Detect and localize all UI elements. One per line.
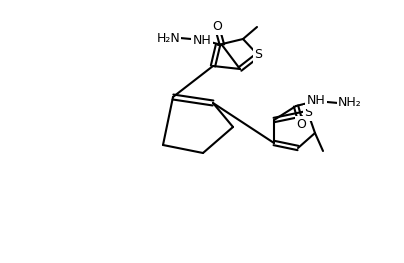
Text: NH: NH bbox=[193, 33, 211, 47]
Text: NH: NH bbox=[307, 94, 325, 108]
Text: H₂N: H₂N bbox=[156, 32, 180, 44]
Text: O: O bbox=[296, 118, 306, 130]
Text: NH₂: NH₂ bbox=[338, 97, 362, 109]
Text: O: O bbox=[212, 21, 222, 33]
Text: S: S bbox=[254, 48, 262, 62]
Text: S: S bbox=[304, 107, 312, 119]
